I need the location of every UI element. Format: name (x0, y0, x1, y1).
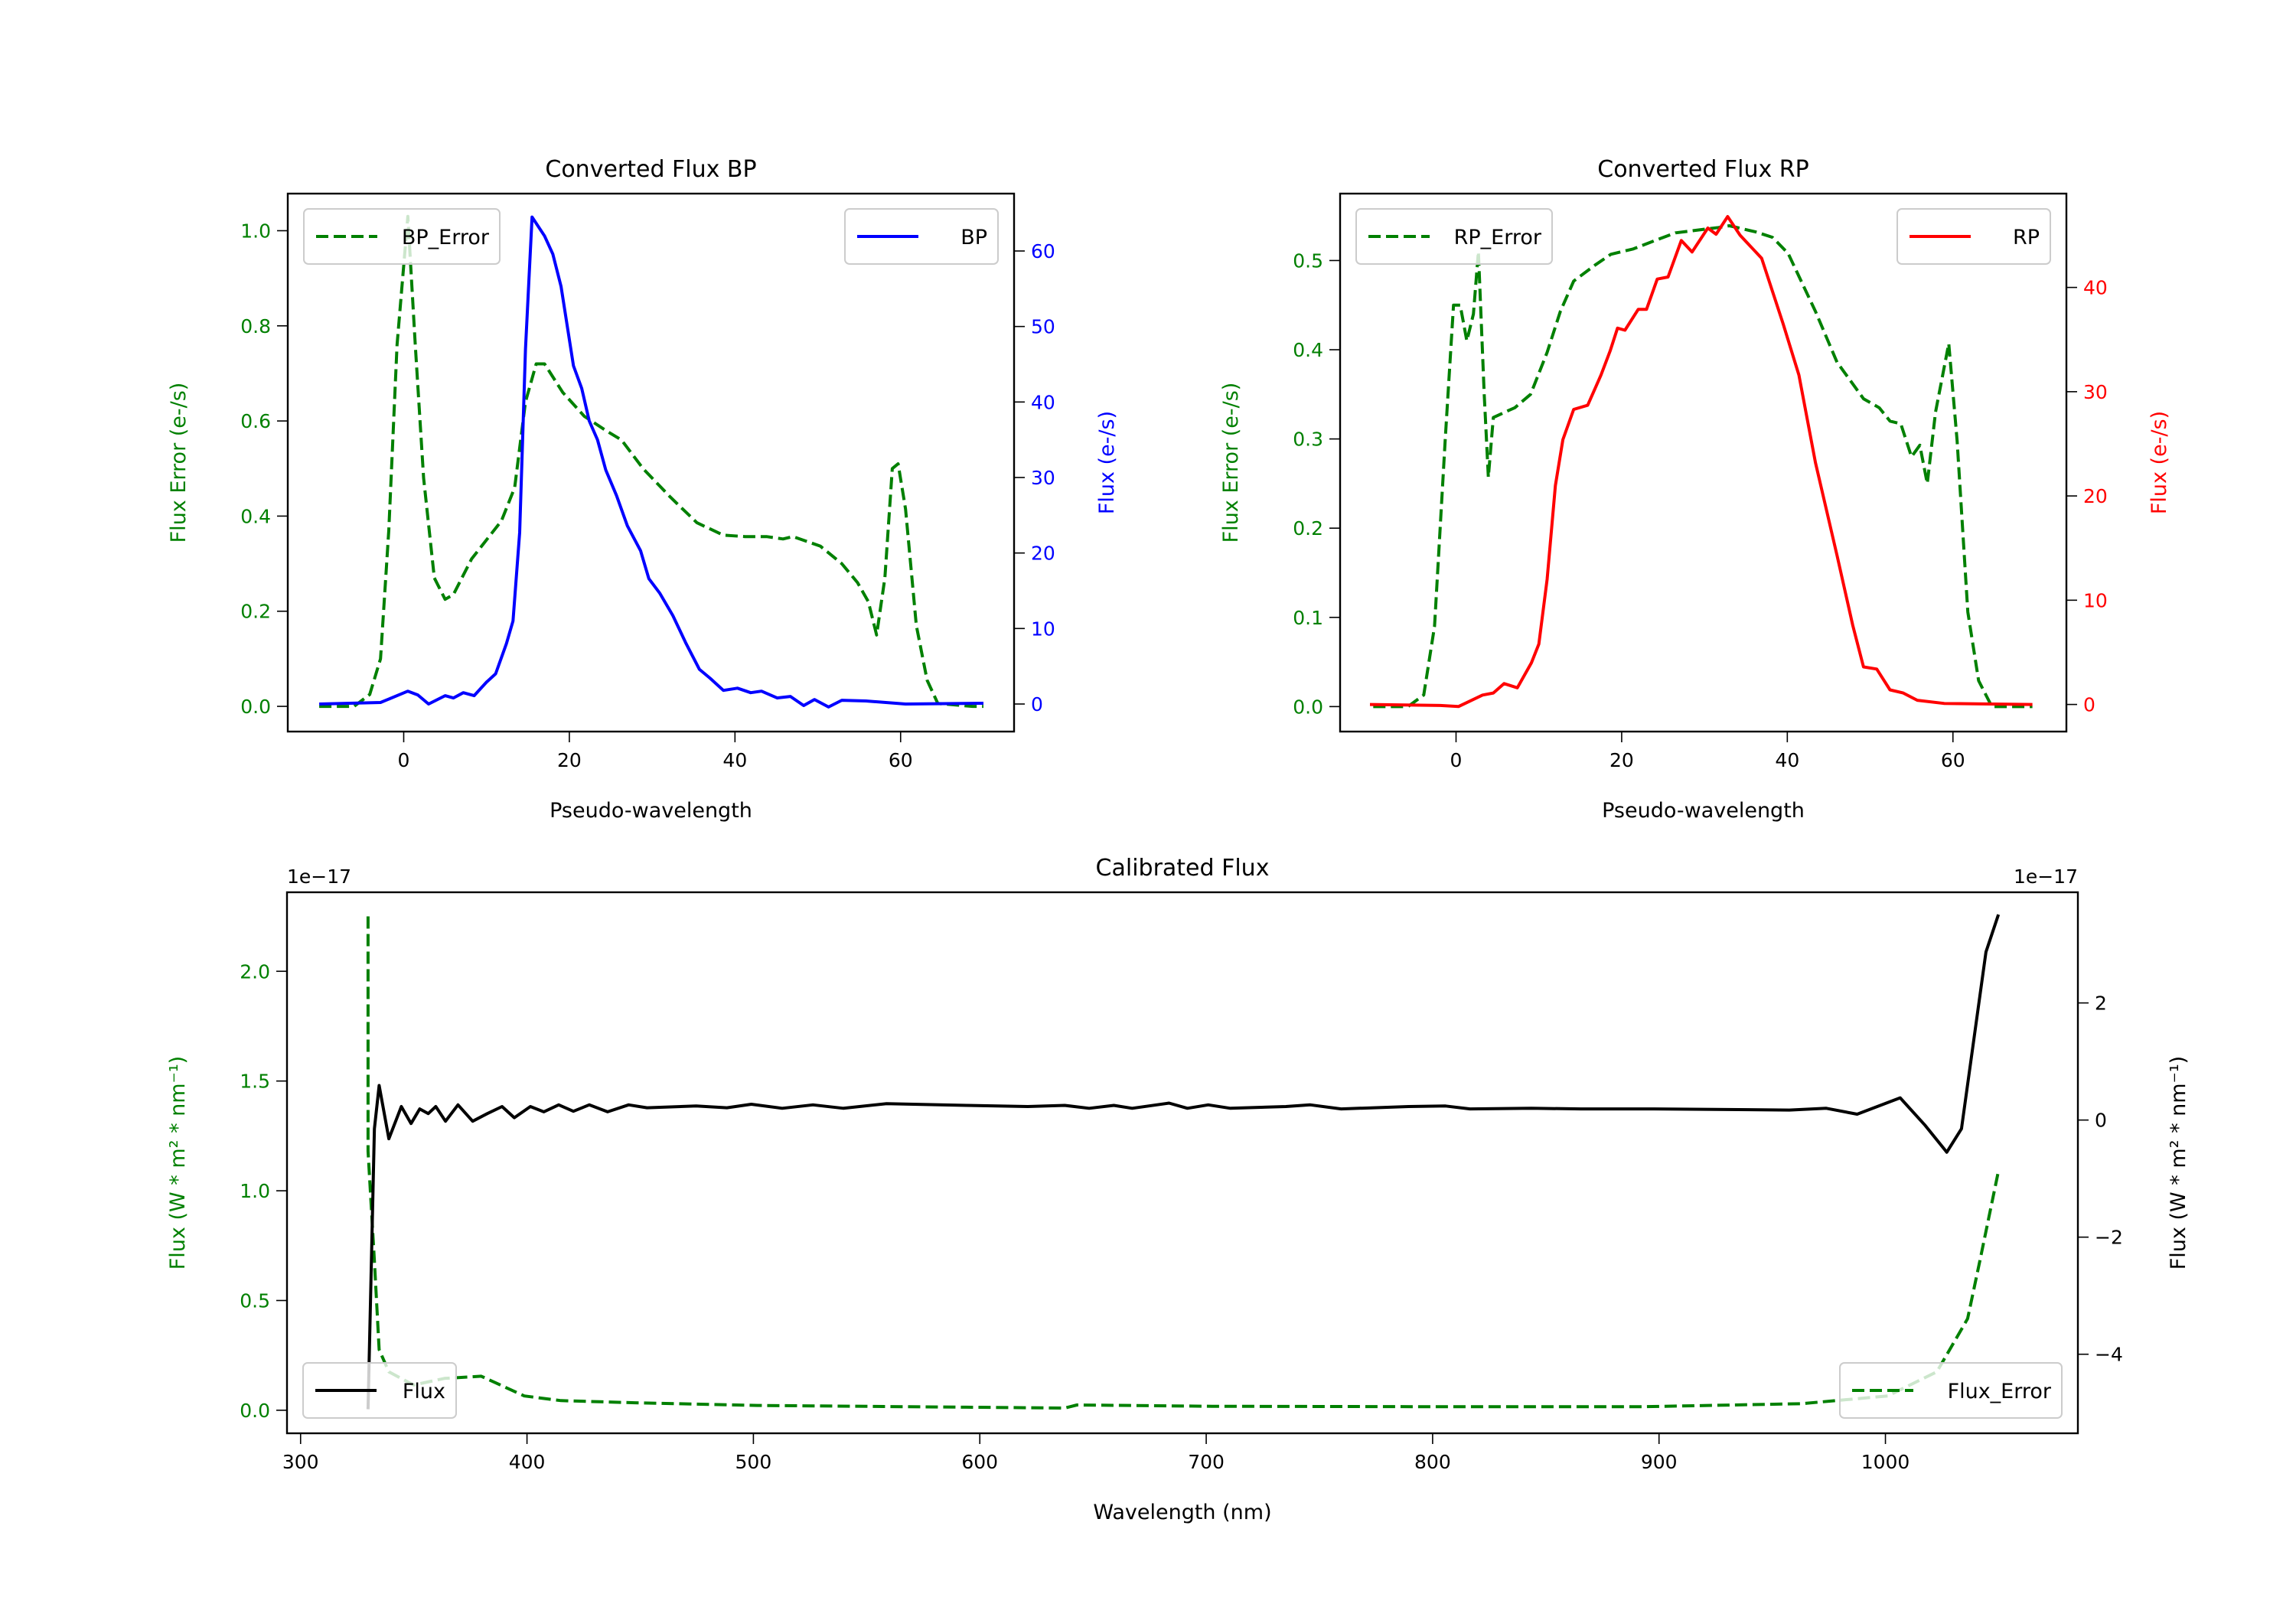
x-tick-label: 600 (961, 1451, 998, 1473)
y-tick-label-right: 20 (1031, 543, 1055, 565)
legend-box (303, 208, 501, 265)
legend-label: BP (960, 226, 987, 249)
legend-flux: Flux (302, 1362, 457, 1419)
y-tick-label-left: 0.8 (240, 315, 271, 337)
y-axis-label-right: Flux (W * m² * nm⁻¹) (2167, 1056, 2190, 1270)
x-tick-label: 300 (282, 1451, 319, 1473)
x-tick-label: 40 (722, 749, 747, 771)
y-tick-label-right: 30 (1031, 467, 1055, 489)
y-tick-label-right: 0 (2095, 1110, 2107, 1132)
y-tick-label-right: 10 (2083, 589, 2108, 611)
y-axis-label-left: Flux Error (e-/s) (1219, 383, 1243, 543)
x-tick-label: 800 (1414, 1451, 1451, 1473)
x-axis-label: Pseudo-wavelength (1602, 799, 1805, 823)
legend-rp: RP (1896, 208, 2051, 265)
y-tick-label-left: 0.5 (1293, 249, 1323, 272)
x-tick-label: 500 (735, 1451, 772, 1473)
x-tick-label: 20 (1609, 749, 1634, 771)
y-tick-label-left: 1.0 (240, 220, 271, 242)
y-axis-label-right: Flux (e-/s) (2148, 411, 2171, 514)
y-tick-label-right: 30 (2083, 381, 2108, 403)
legend-label: RP (2013, 226, 2040, 249)
y-tick-label-right: 40 (1031, 391, 1055, 413)
x-axis-label: Wavelength (nm) (1093, 1501, 1271, 1524)
y-axis-label-left: Flux Error (e-/s) (167, 383, 191, 543)
y-tick-label-left: 0.6 (240, 410, 271, 432)
y-tick-label-left: 0.0 (240, 696, 271, 718)
x-tick-label: 1000 (1861, 1451, 1910, 1473)
chart-title: Calibrated Flux (1096, 855, 1270, 882)
x-tick-label: 60 (889, 749, 913, 771)
chart-title: Converted Flux BP (545, 156, 756, 183)
x-axis-label: Pseudo-wavelength (550, 799, 752, 823)
chart-title: Converted Flux RP (1597, 156, 1809, 183)
y-axis-label-left: Flux (W * m² * nm⁻¹) (166, 1056, 190, 1270)
legend-box (1839, 1362, 2063, 1419)
legend-box (844, 208, 999, 265)
y-tick-label-left: 0.3 (1293, 429, 1323, 451)
y-tick-label-right: 50 (1031, 316, 1055, 338)
x-tick-label: 40 (1775, 749, 1799, 771)
y-tick-label-left: 2.0 (240, 960, 270, 983)
y-tick-label-left: 1.5 (240, 1071, 270, 1093)
x-tick-label: 0 (398, 749, 410, 771)
series-line-rp-error (1373, 224, 2033, 709)
x-tick-label: 20 (557, 749, 582, 771)
y-tick-label-left: 0.2 (1293, 517, 1323, 539)
y-tick-label-left: 0.0 (240, 1400, 270, 1422)
y-tick-label-right: 20 (2083, 485, 2108, 507)
y-tick-label-left: 0.4 (240, 505, 271, 527)
y-tick-label-right: 0 (2083, 694, 2095, 716)
offset-text-left: 1e−17 (287, 865, 351, 888)
legend-label: Flux (403, 1380, 445, 1403)
series-line-flux-error (366, 916, 2001, 1410)
series-line-bp (319, 215, 984, 709)
axes-frame (285, 891, 2079, 1435)
series-line-flux (366, 914, 2001, 1410)
legend-box (1355, 208, 1553, 265)
axes-frame (286, 192, 1016, 733)
y-tick-label-left: 0.2 (240, 601, 271, 623)
y-tick-label-right: −4 (2095, 1344, 2123, 1366)
series-line-rp (1369, 215, 2033, 709)
legend-label: BP_Error (402, 226, 490, 249)
y-tick-label-left: 1.0 (240, 1180, 270, 1202)
x-tick-label: 400 (509, 1451, 546, 1473)
y-tick-label-right: 0 (1031, 693, 1043, 715)
y-tick-label-left: 0.4 (1293, 339, 1323, 361)
y-axis-label-right: Flux (e-/s) (1095, 411, 1119, 514)
x-tick-label: 900 (1641, 1451, 1678, 1473)
y-tick-label-right: 60 (1031, 240, 1055, 262)
y-tick-label-right: −2 (2095, 1227, 2123, 1249)
legend-rp-error: RP_Error (1355, 208, 1553, 265)
legend-label: RP_Error (1454, 226, 1542, 249)
chart-0: Converted Flux BP 0 20 40 60 Pseudo-wavelengt… (167, 156, 1119, 823)
legend-bp-error: BP_Error (303, 208, 501, 265)
x-tick-label: 700 (1188, 1451, 1225, 1473)
y-tick-label-left: 0.1 (1293, 607, 1323, 629)
offset-text-right: 1e−17 (2014, 865, 2078, 888)
chart-1: Converted Flux RP 0 20 40 60 Pseudo-wavelengt… (1219, 156, 2171, 823)
legend-flux-error: Flux_Error (1839, 1362, 2063, 1419)
legend-bp: BP (844, 208, 999, 265)
series-line-bp-error (319, 214, 983, 709)
y-tick-label-right: 2 (2095, 993, 2107, 1015)
y-tick-label-left: 0.5 (240, 1289, 270, 1312)
axes-frame (1339, 192, 2068, 733)
chart-2: Calibrated Flux 300 400 500 600 700 800 900 1000… (166, 855, 2190, 1524)
y-tick-label-left: 0.0 (1293, 696, 1323, 718)
y-tick-label-right: 40 (2083, 277, 2108, 299)
x-tick-label: 0 (1450, 749, 1463, 771)
legend-label: Flux_Error (1948, 1380, 2052, 1403)
legend-box (302, 1362, 457, 1419)
legend-box (1896, 208, 2051, 265)
y-tick-label-right: 10 (1031, 618, 1055, 640)
x-tick-label: 60 (1941, 749, 1965, 771)
